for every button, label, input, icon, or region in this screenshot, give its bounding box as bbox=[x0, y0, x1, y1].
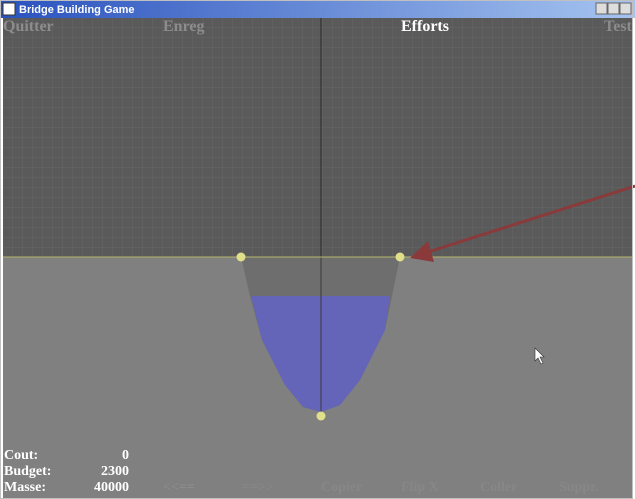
hint-arrow bbox=[410, 184, 635, 262]
stat-label: Masse: bbox=[4, 480, 46, 495]
stats: Cout: 0 Budget: 2300 Masse: 40000 bbox=[4, 448, 129, 495]
stat-label: Budget: bbox=[4, 464, 51, 479]
menu-bar: Quitter Enreg Efforts Test bbox=[3, 18, 633, 35]
menu-item[interactable]: Efforts bbox=[401, 18, 449, 35]
toolbar: <<== ==>> Copier Flip X Coller Suppr. bbox=[163, 480, 599, 495]
menu-item[interactable]: Test bbox=[604, 18, 633, 35]
window-buttons[interactable] bbox=[595, 2, 632, 15]
tool-button[interactable]: <<== bbox=[163, 480, 195, 495]
stat-value: 40000 bbox=[94, 480, 129, 495]
menu-item[interactable]: Quitter bbox=[3, 18, 54, 35]
window-title: Bridge Building Game bbox=[19, 4, 135, 16]
stat-value: 2300 bbox=[101, 464, 129, 479]
tool-button[interactable]: ==>> bbox=[242, 480, 274, 495]
tool-button[interactable]: Coller bbox=[480, 480, 517, 495]
menu-item[interactable]: Enreg bbox=[163, 18, 204, 35]
stat-label: Cout: bbox=[4, 448, 38, 463]
anchor-point[interactable] bbox=[236, 252, 246, 262]
title-bar bbox=[0, 0, 635, 18]
build-grid[interactable] bbox=[3, 18, 632, 257]
tool-button[interactable]: Suppr. bbox=[559, 480, 599, 495]
maximize-button[interactable] bbox=[607, 2, 620, 15]
anchor-point[interactable] bbox=[395, 252, 405, 262]
stat-value: 0 bbox=[122, 448, 129, 463]
close-button[interactable] bbox=[619, 2, 632, 15]
minimize-button[interactable] bbox=[595, 2, 608, 15]
mouse-cursor bbox=[534, 347, 545, 365]
tool-button[interactable]: Copier bbox=[321, 480, 362, 495]
tool-button[interactable]: Flip X bbox=[401, 480, 439, 495]
anchor-point[interactable] bbox=[316, 411, 326, 421]
window-icon bbox=[2, 2, 16, 16]
